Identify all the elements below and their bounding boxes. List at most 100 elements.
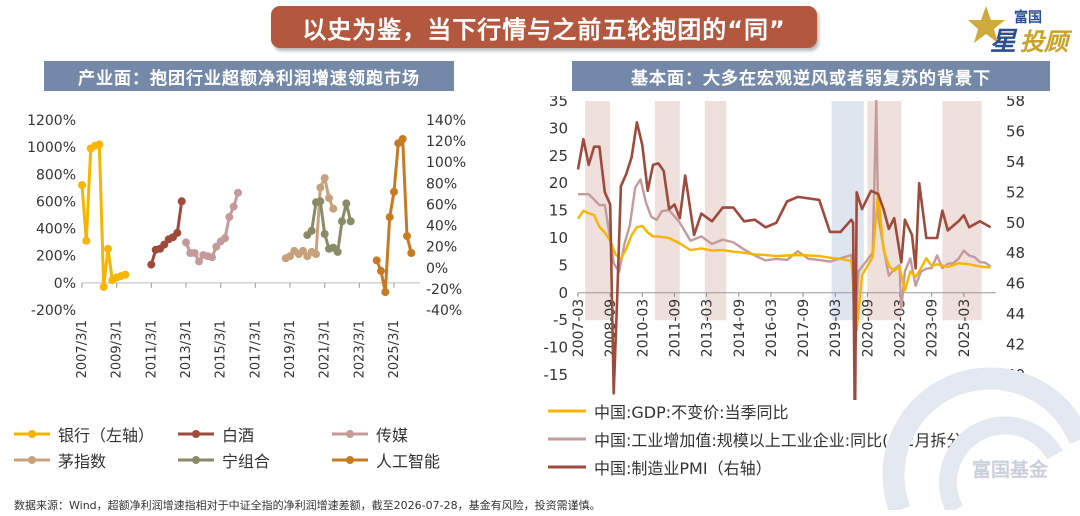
series-line-pmi bbox=[576, 120, 992, 400]
point-bank bbox=[78, 181, 86, 190]
y-left-tick-label: 600% bbox=[36, 194, 76, 210]
x-tick-label: 2023/3/1 bbox=[352, 320, 367, 378]
legend-item-ai: 人工智能 bbox=[332, 449, 440, 471]
legend-marker-media-icon bbox=[332, 430, 368, 438]
x-tick-label: 2011-09 bbox=[667, 299, 683, 358]
point-ai bbox=[403, 232, 411, 241]
point-bank bbox=[99, 282, 108, 291]
watermark-ring-icon bbox=[882, 367, 1080, 510]
point-media bbox=[225, 213, 234, 222]
y-right-tick-label: 80% bbox=[426, 176, 457, 192]
point-ning bbox=[342, 199, 351, 208]
left-panel-header: 产业面：抱团行业超额净利润增速领跑市场 bbox=[44, 61, 454, 91]
series-line-bank bbox=[80, 142, 126, 289]
legend-item-bank: 银行（左轴） bbox=[14, 423, 154, 445]
y-left-tick-label: 0% bbox=[54, 276, 76, 292]
point-ai bbox=[381, 288, 390, 297]
y-right-tick-label: -40% bbox=[426, 303, 462, 319]
legend-line-pmi-icon bbox=[548, 465, 586, 469]
y-right-tick-label: 44 bbox=[1006, 305, 1025, 323]
legend-marker-bank-icon bbox=[14, 430, 50, 438]
watermark-text: 富国基金 bbox=[972, 458, 1049, 481]
point-media bbox=[212, 242, 221, 251]
point-media bbox=[182, 238, 190, 247]
legend-label-ai: 人工智能 bbox=[376, 452, 441, 471]
point-moutai bbox=[316, 183, 325, 192]
x-tick-label: 2021/3/1 bbox=[318, 320, 333, 378]
legend-label-moutai: 茅指数 bbox=[58, 452, 107, 471]
logo-line2-b: 投顾 bbox=[1020, 28, 1073, 56]
point-ning bbox=[333, 247, 342, 256]
legend-item-ning: 宁组合 bbox=[178, 449, 270, 471]
legend-item-moutai: 茅指数 bbox=[14, 449, 106, 471]
y-right-tick-label: 56 bbox=[1006, 122, 1025, 140]
point-bank bbox=[104, 244, 112, 253]
y-right-tick-label: 46 bbox=[1006, 275, 1025, 293]
point-media bbox=[195, 257, 203, 266]
x-tick-label: 2025/3/1 bbox=[387, 320, 402, 378]
x-tick-label: 2014-09 bbox=[732, 299, 748, 358]
legend-item-pmi: 中国:制造业PMI（右轴） bbox=[548, 456, 772, 478]
point-ai bbox=[407, 249, 416, 257]
y-left-tick-label: 400% bbox=[36, 222, 76, 238]
point-ning bbox=[307, 226, 316, 235]
x-tick-label: 2009/3/1 bbox=[110, 320, 125, 378]
point-liquor bbox=[173, 228, 182, 237]
shaded-period-2019-01 bbox=[831, 101, 864, 321]
main-title: 以史为鉴，当下行情与之前五轮抱团的“同” bbox=[302, 15, 786, 44]
y-right-tick-label: 140% bbox=[426, 113, 466, 129]
y-right-tick-label: 20% bbox=[426, 240, 457, 256]
x-tick-label: 2010-03 bbox=[635, 299, 651, 358]
point-ai bbox=[390, 187, 398, 196]
y-right-tick-label: 58 bbox=[1006, 96, 1025, 110]
x-tick-label: 2007-03 bbox=[571, 299, 587, 358]
x-tick-label: 2017/3/1 bbox=[248, 320, 263, 378]
y-left-tick-label: 30 bbox=[549, 119, 568, 137]
main-title-banner: 以史为鉴，当下行情与之前五轮抱团的“同” bbox=[271, 6, 817, 48]
point-media bbox=[229, 202, 238, 211]
x-tick-label: 2017-09 bbox=[796, 299, 812, 358]
legend-item-ind: 中国:工业增加值:规模以上工业企业:同比(1-2月拆分) bbox=[548, 428, 969, 450]
point-moutai bbox=[325, 194, 333, 203]
legend-marker-liquor-icon bbox=[178, 430, 214, 438]
point-liquor bbox=[160, 240, 169, 249]
legend-label-media: 传媒 bbox=[376, 426, 409, 445]
brand-logo: 富国 星 投顾 bbox=[968, 6, 1073, 57]
legend-label-ning: 宁组合 bbox=[222, 452, 271, 471]
x-tick-label: 2016-03 bbox=[764, 299, 780, 358]
x-tick-label: 2015/3/1 bbox=[214, 320, 229, 378]
y-left-tick-label: 20 bbox=[549, 174, 568, 192]
point-ning bbox=[320, 230, 329, 238]
y-left-tick-label: 1000% bbox=[27, 140, 76, 156]
y-left-tick-label: 800% bbox=[36, 167, 76, 183]
point-bank bbox=[95, 140, 104, 149]
point-ning bbox=[346, 217, 355, 226]
y-right-tick-label: 54 bbox=[1006, 153, 1025, 171]
legend-item-liquor: 白酒 bbox=[178, 423, 254, 445]
left-panel-title: 产业面：抱团行业超额净利润增速领跑市场 bbox=[78, 68, 420, 89]
y-left-tick-label: 200% bbox=[36, 249, 76, 265]
legend-marker-moutai-icon bbox=[14, 456, 50, 464]
point-liquor bbox=[147, 260, 156, 269]
y-right-tick-label: 52 bbox=[1006, 183, 1025, 201]
shaded-period-2013-02 bbox=[704, 101, 727, 321]
x-tick-label: 2020-09 bbox=[860, 299, 876, 358]
point-moutai bbox=[312, 250, 320, 259]
point-moutai bbox=[286, 252, 294, 261]
y-left-tick-label: -5 bbox=[553, 311, 568, 329]
point-media bbox=[190, 249, 199, 257]
x-tick-label: 2023-09 bbox=[925, 299, 941, 358]
point-ning bbox=[338, 217, 346, 226]
x-tick-label: 2019/3/1 bbox=[283, 320, 298, 378]
legend-line-gdp-icon bbox=[548, 409, 586, 413]
right-chart: -15-10-505101520253035404244464850525456… bbox=[544, 96, 1025, 400]
y-right-tick-label: 50 bbox=[1006, 214, 1025, 232]
footer-source: 数据来源：Wind，超额净利润增速指相对于中证全指的净利润增速差额，截至2026… bbox=[14, 499, 601, 512]
series-line-gdp bbox=[576, 191, 991, 332]
legend-item-media: 传媒 bbox=[332, 423, 408, 445]
right-panel-header: 基本面：大多在宏观逆风或者弱复苏的背景下 bbox=[572, 61, 1050, 91]
shaded-period-2024-03 bbox=[942, 101, 982, 321]
point-ai bbox=[372, 256, 381, 265]
legend-line-ind-icon bbox=[548, 437, 586, 441]
x-tick-label: 2013-03 bbox=[700, 299, 716, 358]
